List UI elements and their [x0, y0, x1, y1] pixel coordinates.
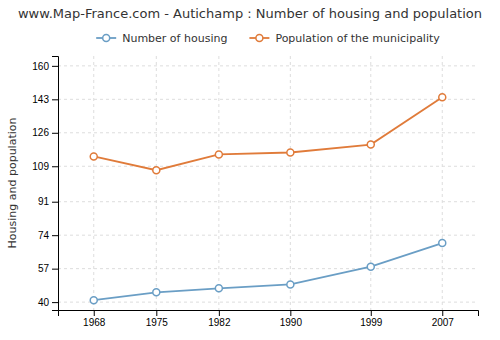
- tick: 74: [38, 230, 58, 241]
- tick: 40: [38, 297, 58, 308]
- tick: 1999: [360, 310, 383, 328]
- tick-mark: [52, 99, 58, 100]
- tick-label: 2007: [432, 317, 455, 328]
- tick-label: 40: [38, 297, 50, 308]
- grid-line-y: [58, 201, 478, 202]
- tick-label: 109: [32, 161, 49, 172]
- tick-mark: [52, 166, 58, 167]
- grid-line-x: [156, 56, 157, 310]
- point: [367, 141, 374, 148]
- tick: 143: [32, 94, 58, 105]
- tick: 109: [32, 161, 58, 172]
- tick-label: 160: [32, 61, 49, 72]
- tick-mark: [52, 133, 58, 134]
- tick: 126: [32, 127, 58, 138]
- tick-mark: [371, 310, 372, 316]
- tick-mark: [156, 310, 157, 316]
- grid-line-y: [58, 99, 478, 100]
- tick-label: 126: [32, 127, 49, 138]
- x-axis: 1968 1975 1982 1990 1999 2007: [59, 310, 479, 328]
- point: [287, 281, 294, 288]
- tick: 1968: [83, 310, 106, 328]
- legend-label: Population of the municipality: [275, 32, 440, 45]
- y-axis: 40 57 74 91 109 126 143 160: [32, 57, 58, 311]
- plot: 1968 1975 1982 1990 1999 2007 40 57 74 91 109 126 14…: [32, 56, 478, 328]
- series-line: [94, 243, 443, 300]
- grid-line-y: [58, 235, 478, 236]
- point: [287, 149, 294, 156]
- point: [153, 289, 160, 296]
- axis-line: [52, 57, 59, 311]
- grid-line-y: [58, 302, 478, 303]
- tick: 57: [38, 263, 58, 274]
- grid-line-y: [58, 166, 478, 167]
- tick-label: 1999: [360, 317, 383, 328]
- grid-line-y: [58, 132, 478, 133]
- point: [215, 285, 222, 292]
- y-axis-label: Housing and population: [6, 118, 19, 249]
- tick-mark: [94, 310, 95, 316]
- grid-line-y: [58, 65, 478, 66]
- series-line: [94, 97, 443, 170]
- tick-mark: [442, 310, 443, 316]
- tick-mark: [52, 66, 58, 67]
- tick-label: 1975: [146, 317, 169, 328]
- grid-line-x: [370, 56, 371, 310]
- tick: 1975: [146, 310, 169, 328]
- tick-mark: [52, 235, 58, 236]
- tick: 160: [32, 61, 58, 72]
- point: [90, 153, 97, 160]
- tick-label: 57: [38, 263, 50, 274]
- point: [90, 297, 97, 304]
- tick-mark: [52, 202, 58, 203]
- legend-marker: [103, 35, 110, 42]
- legend-marker: [256, 35, 263, 42]
- legend-item: Population of the municipality: [249, 32, 440, 45]
- tick: 1990: [280, 310, 303, 328]
- tick-mark: [52, 302, 58, 303]
- tick: 2007: [432, 310, 455, 328]
- tick: 91: [38, 196, 58, 207]
- point: [367, 263, 374, 270]
- tick-label: 1968: [83, 317, 106, 328]
- point: [439, 94, 446, 101]
- legend: Number of housing Population of the munic…: [96, 32, 440, 45]
- axis-line: [59, 311, 479, 317]
- grid-line-x: [93, 56, 94, 310]
- chart: www.Map-France.com - Autichamp : Number …: [0, 0, 500, 340]
- tick-label: 1990: [280, 317, 303, 328]
- grid-line-y: [58, 268, 478, 269]
- point: [439, 240, 446, 247]
- grid-line-x: [290, 56, 291, 310]
- tick-label: 143: [32, 94, 49, 105]
- grid-line-x: [218, 56, 219, 310]
- point: [215, 151, 222, 158]
- tick-label: 74: [38, 230, 50, 241]
- marks: [90, 94, 446, 304]
- legend-label: Number of housing: [122, 32, 227, 45]
- legend-item: Number of housing: [96, 32, 227, 45]
- tick-label: 91: [38, 196, 50, 207]
- tick-mark: [290, 310, 291, 316]
- tick-mark: [219, 310, 220, 316]
- tick-label: 1982: [208, 317, 231, 328]
- tick-mark: [52, 269, 58, 270]
- title: www.Map-France.com - Autichamp : Number …: [18, 6, 482, 21]
- point: [153, 167, 160, 174]
- tick: 1982: [208, 310, 231, 328]
- grid: [58, 56, 478, 310]
